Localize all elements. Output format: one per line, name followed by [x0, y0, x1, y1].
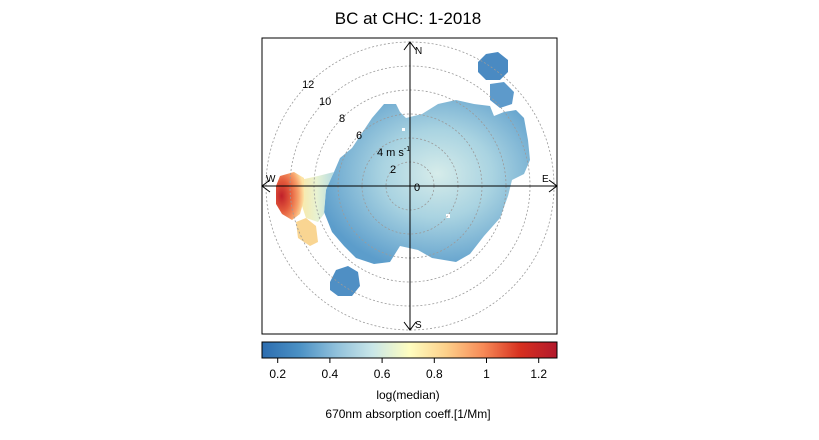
ring-unit-label: 4 m s-1 — [377, 146, 410, 159]
colorbar — [261, 341, 558, 359]
colorbar-ticks: 0.2 0.4 0.6 0.8 1 1.2 — [269, 358, 547, 381]
ring-unit-text: 4 m s — [377, 147, 404, 159]
surface-north-east-island — [478, 52, 508, 80]
surface-west-southwest-patch — [296, 218, 318, 246]
colorbar-tick-label: 0.4 — [322, 367, 339, 381]
data-gap — [402, 128, 405, 131]
ring-label: 2 — [390, 164, 396, 176]
surface-west-transition — [300, 172, 334, 222]
surface-main-core — [324, 100, 530, 264]
colorbar-tick-label: 0.8 — [426, 367, 443, 381]
center-label: 0 — [414, 182, 420, 194]
ring-label: 10 — [319, 96, 331, 108]
ring-label: 8 — [339, 113, 345, 125]
ring-label: 6 — [356, 130, 362, 142]
data-gap — [446, 214, 450, 218]
colorbar-sublabel: 670nm absorption coeff.[1/Mm] — [325, 407, 490, 421]
colorbar-tick-label: 0.2 — [269, 367, 286, 381]
ring-label: 12 — [302, 79, 314, 91]
colorbar-tick-label: 0.6 — [374, 367, 391, 381]
ring-labels: 2 68 10 12 — [302, 79, 396, 176]
colorbar-tick-label: 1.2 — [530, 367, 547, 381]
ring-unit-exponent: -1 — [404, 146, 410, 153]
compass-south-label: S — [415, 320, 422, 331]
compass-axes — [261, 41, 558, 331]
surface-layer — [276, 52, 530, 296]
colorbar-tick-label: 1 — [483, 367, 490, 381]
compass-east-label: E — [542, 174, 549, 185]
compass-west-label: W — [266, 174, 276, 185]
surface-south-west-island — [330, 266, 360, 296]
compass-north-label: N — [415, 46, 422, 57]
surface-north-east-lobe — [490, 82, 514, 108]
surface-west-hotspot — [276, 172, 304, 220]
chart-title: BC at CHC: 1-2018 — [335, 9, 481, 28]
colorbar-label: log(median) — [376, 388, 439, 402]
